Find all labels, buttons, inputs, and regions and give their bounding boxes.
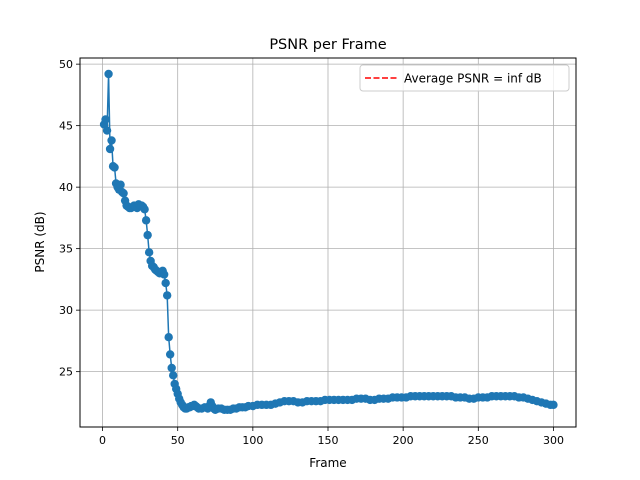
series-points-layer [99,69,558,414]
y-tick-label: 30 [59,304,73,317]
data-point [161,278,170,288]
x-tick-label: 0 [99,434,106,447]
data-point [164,333,173,342]
data-point [167,363,176,373]
x-axis-label: Frame [309,456,346,470]
data-point [549,400,558,410]
y-axis-ticks: 25 30 35 40 45 50 [59,58,80,379]
x-tick-label: 300 [543,434,564,447]
grid [80,58,576,427]
y-tick-label: 40 [59,181,73,194]
chart-title: PSNR per Frame [269,37,386,53]
data-point [105,144,115,154]
x-tick-label: 100 [242,434,263,447]
y-axis-label: PSNR (dB) [33,211,47,272]
data-point [104,69,113,79]
data-point [165,350,175,359]
data-point [119,189,128,198]
data-point [102,126,112,135]
data-point [107,136,116,145]
data-point [168,371,178,380]
data-point [159,270,169,279]
data-point [162,291,172,300]
x-axis-ticks: 0 50 100 150 200 250 300 [99,427,564,447]
y-tick-label: 45 [59,120,73,133]
data-point [101,115,110,124]
data-point [116,180,125,189]
data-point [144,248,154,257]
y-tick-label: 25 [59,366,73,379]
legend: Average PSNR = inf dB [359,64,570,92]
x-tick-label: 150 [318,434,339,447]
data-point [143,230,152,240]
data-point [141,216,151,225]
data-point [110,163,119,172]
y-tick-label: 50 [59,58,73,71]
data-point [140,205,149,214]
x-tick-label: 200 [393,434,414,447]
x-tick-label: 250 [468,434,489,447]
x-tick-label: 50 [171,434,185,447]
y-tick-label: 35 [59,243,73,256]
legend-average-label: Average PSNR = inf dB [404,72,542,86]
legend-box [359,64,570,92]
